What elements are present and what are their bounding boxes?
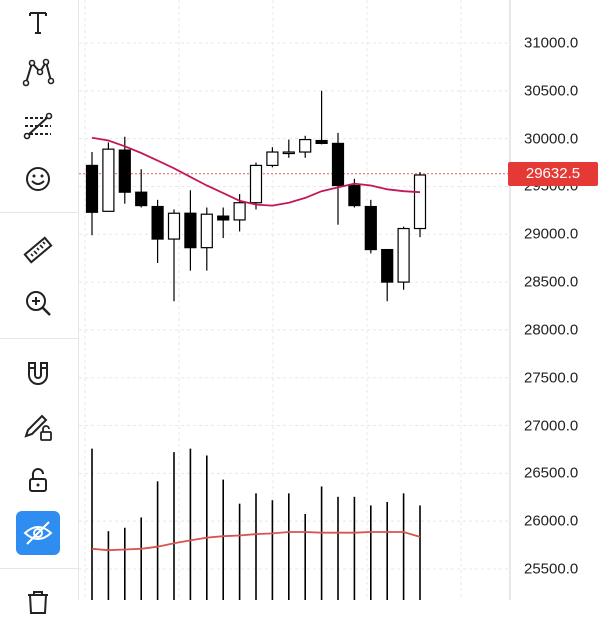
candle-up <box>233 202 246 221</box>
moving-average-line <box>91 136 421 207</box>
candle-down <box>217 215 230 221</box>
candle-down <box>381 248 394 283</box>
candle-up <box>200 213 213 249</box>
pattern-tool-button[interactable] <box>14 50 62 94</box>
hide-drawings-tool-button[interactable] <box>16 511 60 555</box>
toolbar-divider <box>0 212 78 213</box>
text-icon <box>29 12 47 34</box>
text-tool-button[interactable] <box>14 0 62 44</box>
candle-down <box>331 142 345 187</box>
magnet-tool-button[interactable] <box>14 352 62 396</box>
candle-down <box>135 191 148 207</box>
current-price-value: 29632.5 <box>525 165 581 183</box>
candlestick-chart[interactable] <box>79 0 600 600</box>
fib-levels-icon <box>23 112 53 140</box>
price-tick-label: 30000.0 <box>524 130 579 148</box>
ruler-icon <box>23 236 53 264</box>
lock-drawing-tool-button[interactable] <box>14 405 62 449</box>
candle-down <box>118 149 131 193</box>
pattern-icon <box>22 58 55 87</box>
candle-up <box>249 164 263 204</box>
candle-down <box>184 212 197 249</box>
price-tick-label: 27500.0 <box>524 369 579 387</box>
candle-up <box>299 138 312 153</box>
price-tick-label: 26000.0 <box>524 512 579 530</box>
toolbar-divider <box>0 338 78 339</box>
trash-icon <box>28 591 48 614</box>
volume-ma-line <box>91 531 421 552</box>
price-tick-label: 31000.0 <box>524 34 579 52</box>
zoom-in-icon <box>26 291 51 316</box>
unlock-icon <box>29 468 47 492</box>
smiley-icon <box>26 167 50 191</box>
current-price-label: 29632.5 <box>508 161 598 186</box>
price-tick-label: 30500.0 <box>524 82 579 100</box>
candle-down <box>364 205 377 251</box>
candle-up <box>397 227 410 283</box>
price-tick-label: 28000.0 <box>524 321 579 339</box>
candle-up <box>102 148 115 212</box>
ruler-tool-button[interactable] <box>14 228 62 272</box>
emoji-tool-button[interactable] <box>14 157 62 201</box>
pencil-lock-icon <box>24 414 52 441</box>
price-axis[interactable]: 31000.0 30500.0 30000.0 29500.0 29000.0 28500… <box>510 0 600 600</box>
zoom-tool-button[interactable] <box>14 281 62 325</box>
delete-tool-button[interactable] <box>14 578 62 622</box>
price-tick-label: 25500.0 <box>524 560 579 578</box>
magnet-icon <box>28 362 48 385</box>
candle-down <box>151 205 164 240</box>
candle-up <box>413 174 427 230</box>
toolbar-divider <box>0 568 78 569</box>
candle-up <box>266 151 279 167</box>
price-tick-label: 26500.0 <box>524 464 579 482</box>
price-tick-label: 28500.0 <box>524 273 579 291</box>
eye-hidden-icon <box>23 521 53 545</box>
candle-down <box>315 139 328 145</box>
candle-up <box>167 212 181 240</box>
drawing-toolbar <box>0 0 79 614</box>
price-tick-label: 27000.0 <box>524 417 579 435</box>
fib-tool-button[interactable] <box>14 104 62 148</box>
candle-down <box>348 184 361 207</box>
candle-down <box>85 164 99 213</box>
lock-tool-button[interactable] <box>14 458 62 502</box>
candle-up <box>282 151 295 155</box>
price-tick-label: 29000.0 <box>524 225 579 243</box>
